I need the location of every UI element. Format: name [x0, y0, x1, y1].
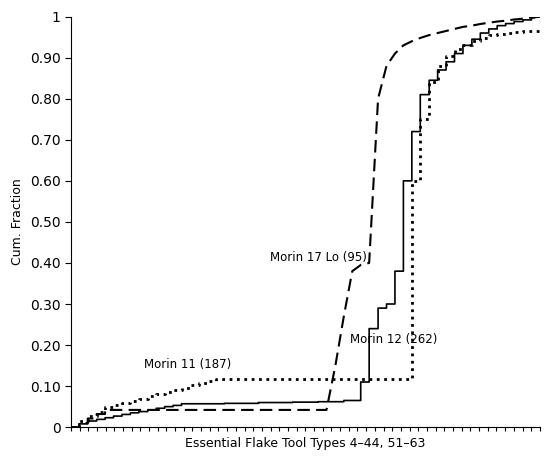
Y-axis label: Cum. Fraction: Cum. Fraction — [11, 178, 24, 265]
X-axis label: Essential Flake Tool Types 4–44, 51–63: Essential Flake Tool Types 4–44, 51–63 — [185, 437, 425, 450]
Text: Morin 12 (262): Morin 12 (262) — [350, 333, 437, 346]
Text: Morin 17 Lo (95): Morin 17 Lo (95) — [270, 251, 367, 264]
Text: Morin 11 (187): Morin 11 (187) — [144, 358, 231, 371]
